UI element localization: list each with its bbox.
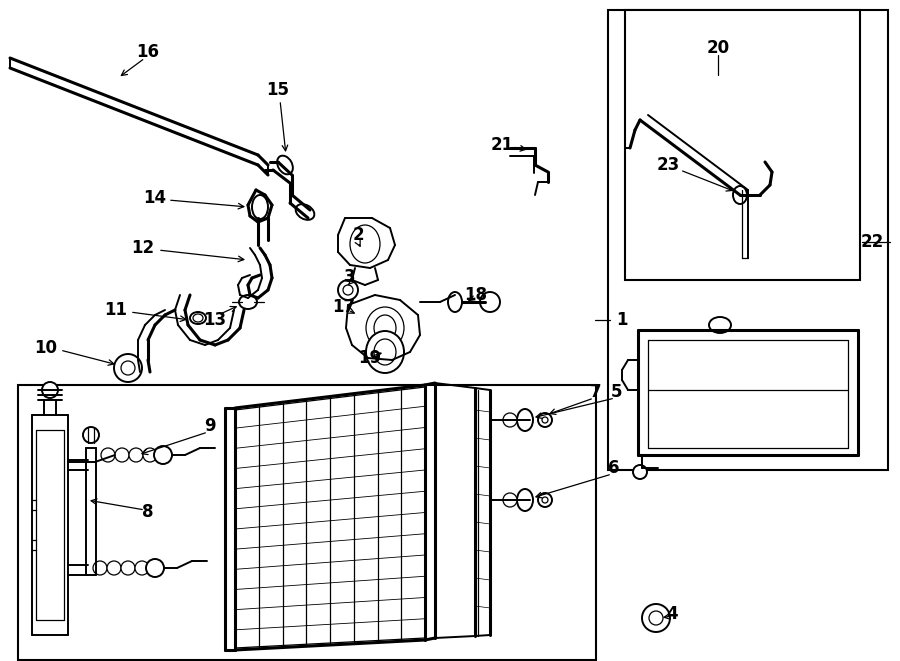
Ellipse shape — [350, 225, 380, 263]
Text: 2: 2 — [352, 226, 364, 244]
Circle shape — [538, 413, 552, 427]
Text: 12: 12 — [131, 239, 155, 257]
Bar — [18, 385, 596, 660]
Circle shape — [107, 561, 121, 575]
Circle shape — [121, 361, 135, 375]
Text: 18: 18 — [464, 286, 488, 304]
Circle shape — [114, 354, 142, 382]
Circle shape — [143, 448, 157, 462]
Text: 4: 4 — [666, 605, 678, 623]
Circle shape — [503, 493, 517, 507]
Circle shape — [146, 559, 164, 577]
Circle shape — [129, 448, 143, 462]
Ellipse shape — [517, 489, 533, 511]
Ellipse shape — [252, 195, 268, 219]
Circle shape — [642, 604, 670, 632]
Ellipse shape — [366, 331, 404, 373]
Text: 5: 5 — [611, 383, 623, 401]
Text: 20: 20 — [706, 39, 730, 57]
Ellipse shape — [733, 186, 747, 204]
Text: 3: 3 — [344, 268, 356, 286]
Text: 8: 8 — [142, 503, 154, 521]
Text: 17: 17 — [332, 298, 356, 316]
Ellipse shape — [374, 339, 396, 365]
Ellipse shape — [448, 292, 462, 312]
Ellipse shape — [190, 312, 206, 324]
Ellipse shape — [239, 295, 257, 309]
Ellipse shape — [517, 409, 533, 431]
Circle shape — [503, 413, 517, 427]
Circle shape — [633, 465, 647, 479]
Bar — [625, 10, 860, 280]
Circle shape — [154, 446, 172, 464]
Circle shape — [101, 448, 115, 462]
Ellipse shape — [374, 315, 396, 341]
Ellipse shape — [277, 155, 292, 175]
Circle shape — [83, 427, 99, 443]
Ellipse shape — [296, 204, 314, 220]
Text: 19: 19 — [358, 349, 382, 367]
Text: 9: 9 — [204, 417, 216, 435]
Ellipse shape — [366, 307, 404, 349]
Circle shape — [121, 561, 135, 575]
Ellipse shape — [193, 314, 203, 322]
Text: 21: 21 — [491, 136, 514, 154]
Text: 10: 10 — [34, 339, 58, 357]
Text: 22: 22 — [860, 233, 884, 251]
Text: 23: 23 — [656, 156, 680, 174]
Circle shape — [542, 417, 548, 423]
Bar — [608, 10, 888, 470]
Circle shape — [343, 285, 353, 295]
Circle shape — [93, 561, 107, 575]
Text: 16: 16 — [137, 43, 159, 61]
Text: 7: 7 — [590, 383, 602, 401]
Circle shape — [338, 280, 358, 300]
Circle shape — [649, 611, 663, 625]
Circle shape — [135, 561, 149, 575]
Circle shape — [538, 493, 552, 507]
Circle shape — [480, 292, 500, 312]
Text: 15: 15 — [266, 81, 290, 99]
Circle shape — [115, 448, 129, 462]
Text: 14: 14 — [143, 189, 166, 207]
Ellipse shape — [709, 317, 731, 333]
Text: 11: 11 — [104, 301, 128, 319]
Text: 1: 1 — [616, 311, 628, 329]
Circle shape — [542, 497, 548, 503]
Circle shape — [42, 382, 58, 398]
Text: 13: 13 — [203, 311, 227, 329]
Text: 6: 6 — [608, 459, 620, 477]
